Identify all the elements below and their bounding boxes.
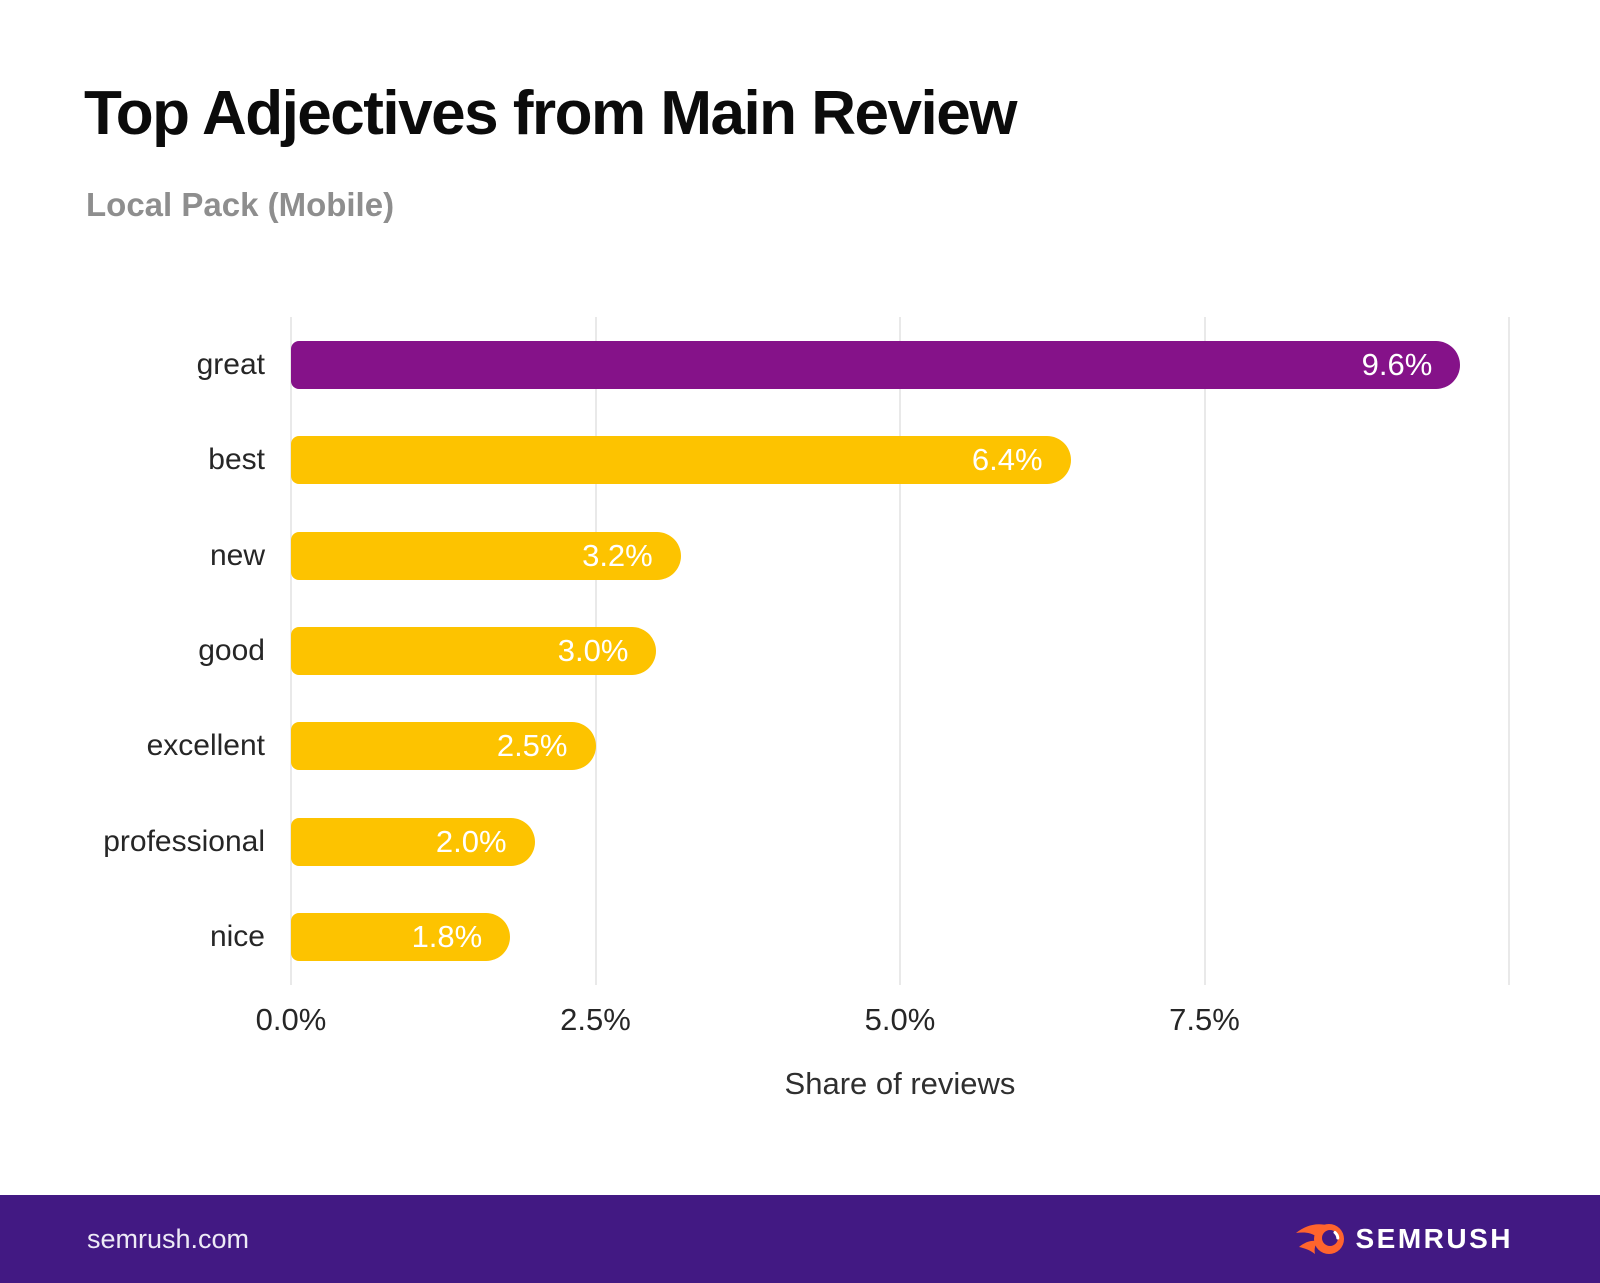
chart-subtitle: Local Pack (Mobile) <box>86 186 395 223</box>
bar: 3.2% <box>291 531 681 580</box>
bar: 9.6% <box>291 340 1461 389</box>
bar-row: great 9.6% <box>80 317 1509 412</box>
semrush-logo: SEMRUSH <box>1296 1223 1513 1255</box>
category-label: excellent <box>146 729 265 763</box>
x-axis-title: Share of reviews <box>784 1066 1016 1101</box>
bar-row: professional 2.0% <box>80 794 1509 889</box>
bar-value-label: 3.2% <box>582 537 653 573</box>
bar-value-label: 2.0% <box>435 823 507 859</box>
gridline <box>1508 317 1510 985</box>
bar-track: 2.0% <box>291 817 1509 866</box>
bar-value-label: 2.5% <box>496 728 568 764</box>
bar-value-label: 6.4% <box>971 442 1043 478</box>
bar-row: new 3.2% <box>80 508 1509 603</box>
x-axis-ticks: 0.0% 2.5% 5.0% 7.5% <box>256 1002 1509 1042</box>
bar-row: excellent 2.5% <box>80 699 1509 794</box>
category-label: great <box>196 347 265 381</box>
bar-track: 1.8% <box>291 913 1509 962</box>
category-label: professional <box>103 824 265 858</box>
footer: semrush.com SEMRUSH <box>0 1195 1600 1283</box>
bar: 3.0% <box>291 626 657 675</box>
bar-track: 2.5% <box>291 722 1509 771</box>
bar-track: 3.0% <box>291 626 1509 675</box>
category-label: nice <box>209 920 265 954</box>
bar-value-label: 9.6% <box>1361 346 1433 382</box>
bar: 2.5% <box>291 722 596 771</box>
gridline <box>1203 317 1206 985</box>
footer-site-text: semrush.com <box>87 1223 250 1254</box>
bar-track: 3.2% <box>291 531 1509 580</box>
x-tick-label: 0.0% <box>255 1002 327 1037</box>
x-tick-label: 5.0% <box>864 1002 936 1037</box>
bar-row: good 3.0% <box>80 603 1509 698</box>
chart-title: Top Adjectives from Main Review <box>84 79 1017 148</box>
bar-row: nice 1.8% <box>80 890 1509 985</box>
category-label: best <box>208 443 265 477</box>
x-tick-label: 7.5% <box>1169 1002 1240 1037</box>
bar: 2.0% <box>291 817 535 866</box>
bar: 6.4% <box>291 436 1071 485</box>
bar-chart: great 9.6% best 6.4% new 3.2% good 3.0% excellen… <box>80 317 1510 985</box>
bar-track: 9.6% <box>291 340 1509 389</box>
category-label: good <box>198 633 265 667</box>
bar: 1.8% <box>291 913 511 962</box>
bar-value-label: 1.8% <box>411 919 483 955</box>
x-tick-label: 2.5% <box>560 1002 631 1037</box>
fireball-icon <box>1296 1224 1345 1254</box>
gridline <box>899 317 901 985</box>
logo-text: SEMRUSH <box>1355 1223 1513 1254</box>
bar-track: 6.4% <box>291 436 1509 485</box>
category-label: new <box>209 538 265 572</box>
bar-row: best 6.4% <box>80 412 1509 507</box>
bar-value-label: 3.0% <box>557 632 629 668</box>
bar-rows: great 9.6% best 6.4% new 3.2% good 3.0% excellen… <box>80 317 1509 985</box>
